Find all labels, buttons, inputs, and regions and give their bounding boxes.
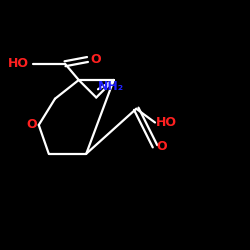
Text: NH₂: NH₂ xyxy=(98,80,124,93)
Text: O: O xyxy=(26,118,37,132)
Text: HO: HO xyxy=(156,116,177,129)
Text: O: O xyxy=(156,140,167,153)
Text: O: O xyxy=(90,53,101,66)
Text: HO: HO xyxy=(8,57,29,70)
